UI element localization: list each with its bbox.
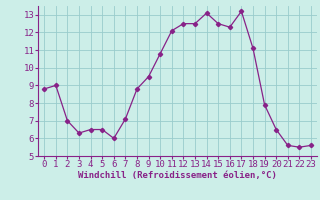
- X-axis label: Windchill (Refroidissement éolien,°C): Windchill (Refroidissement éolien,°C): [78, 171, 277, 180]
